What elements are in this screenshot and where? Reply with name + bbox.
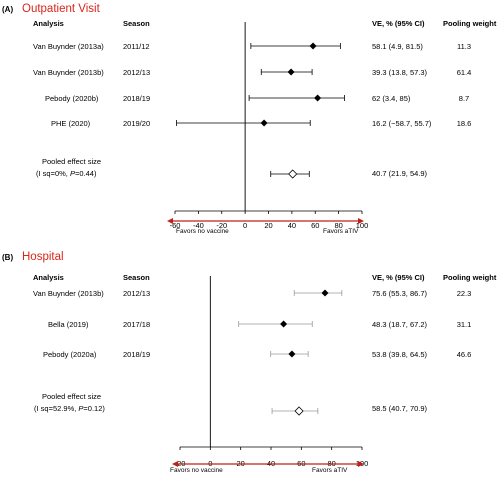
panel-a-arrowhead-left bbox=[167, 218, 173, 224]
panel-a-row-3-weight: 8.7 bbox=[459, 94, 469, 103]
panel-a-tick-label: -20 bbox=[216, 221, 227, 230]
panel-b-header-season: Season bbox=[123, 273, 150, 282]
panel-a-row-3-season: 2018/19 bbox=[123, 94, 150, 103]
panel-b-row-3-analysis: Pebody (2020a) bbox=[43, 350, 97, 359]
panel-b-pooled-label-2: (I sq=52.9%, P=0.12) bbox=[34, 404, 105, 413]
panel-b-favors-left: Favors no vaccine bbox=[170, 467, 223, 474]
panel-b-row-1-analysis: Van Buynder (2013b) bbox=[33, 289, 104, 298]
panel-b-point-estimate bbox=[280, 320, 288, 328]
panel-a-point-estimate bbox=[287, 68, 295, 76]
panel-a-row-1-ve: 58.1 (4.9, 81.5) bbox=[372, 42, 423, 51]
panel-a-row-2-weight: 61.4 bbox=[457, 68, 472, 77]
panel-a-row-4-season: 2019/20 bbox=[123, 119, 150, 128]
panel-b-point-estimate bbox=[321, 289, 329, 297]
panel-a-header-weight: Pooling weight bbox=[443, 19, 497, 28]
panel-a-point-estimate bbox=[260, 119, 268, 127]
panel-a-title: Outpatient Visit bbox=[22, 3, 101, 15]
panel-a-tick-label: 100 bbox=[356, 221, 369, 230]
panel-b-row-1-season: 2012/13 bbox=[123, 289, 150, 298]
panel-a-pooled-diamond bbox=[288, 169, 298, 179]
panel-a-favors-left: Favors no vaccine bbox=[176, 228, 229, 235]
panel-a-row-4-analysis: PHE (2020) bbox=[51, 119, 91, 128]
panel-a-point-estimate bbox=[309, 42, 317, 50]
panel-a-header-analysis: Analysis bbox=[33, 19, 64, 28]
panel-b-row-2-ve: 48.3 (18.7, 67.2) bbox=[372, 320, 428, 329]
panel-a-tick-label: 80 bbox=[334, 221, 342, 230]
panel-a-point-estimate bbox=[314, 94, 322, 102]
panel-a-tick-label: -60 bbox=[170, 221, 181, 230]
panel-b-header-ve: VE, % (95% CI) bbox=[372, 273, 425, 282]
panel-b-arrowhead-right bbox=[358, 461, 364, 467]
panel-b-row-1-ve: 75.6 (55.3, 86.7) bbox=[372, 289, 428, 298]
panel-b-pooled-ve: 58.5 (40.7, 70.9) bbox=[372, 404, 428, 413]
panel-a-tick-label: 40 bbox=[288, 221, 296, 230]
panel-b-row-2-analysis: Bella (2019) bbox=[48, 320, 89, 329]
panel-a-row-3-analysis: Pebody (2020b) bbox=[45, 94, 99, 103]
panel-a-row-1-weight: 11.3 bbox=[457, 42, 471, 51]
panel-b-row-3-season: 2018/19 bbox=[123, 350, 150, 359]
panel-b-header-analysis: Analysis bbox=[33, 273, 64, 282]
panel-a-row-1-season: 2011/12 bbox=[123, 42, 150, 51]
panel-a-row-2-season: 2012/13 bbox=[123, 68, 150, 77]
panel-b-pooled-diamond bbox=[294, 406, 304, 416]
panel-a-letter: (A) bbox=[2, 5, 13, 14]
panel-b: (B) Hospital Analysis Season VE, % (95% … bbox=[2, 251, 497, 474]
panel-b-row-2-weight: 31.1 bbox=[457, 320, 472, 329]
panel-a-tick-label: 20 bbox=[264, 221, 272, 230]
panel-b-favors-right: Favors aTIV bbox=[312, 467, 348, 474]
panel-b-title: Hospital bbox=[22, 251, 64, 263]
panel-a-row-4-weight: 18.6 bbox=[457, 119, 472, 128]
panel-a-pooled-ve: 40.7 (21.9, 54.9) bbox=[372, 169, 428, 178]
panel-a-pooled-label-2: (I sq=0%, P=0.44) bbox=[36, 169, 97, 178]
panel-a-tick-label: 0 bbox=[243, 221, 247, 230]
panel-a-plot-area: -60 -40 -20 0 20 40 60 80 100 bbox=[167, 22, 368, 230]
panel-b-letter: (B) bbox=[2, 253, 13, 262]
panel-a-arrowhead-right bbox=[358, 218, 364, 224]
panel-b-row-2-season: 2017/18 bbox=[123, 320, 150, 329]
panel-a-row-4-ve: 16.2 (−58.7, 55.7) bbox=[372, 119, 432, 128]
panel-a-pooled-label-1: Pooled effect size bbox=[42, 157, 101, 166]
panel-a-favors-right: Favors aTIV bbox=[323, 228, 359, 235]
panel-b-arrowhead-left bbox=[172, 461, 178, 467]
panel-a-row-2-analysis: Van Buynder (2013b) bbox=[33, 68, 104, 77]
panel-b-row-1-weight: 22.3 bbox=[457, 289, 472, 298]
panel-b-pooled-label-1: Pooled effect size bbox=[42, 392, 101, 401]
panel-a: (A) Outpatient Visit Analysis Season VE,… bbox=[2, 3, 497, 235]
panel-a-tick-label: 60 bbox=[311, 221, 319, 230]
panel-b-point-estimate bbox=[288, 350, 296, 358]
panel-a-row-3-ve: 62 (3.4, 85) bbox=[372, 94, 411, 103]
panel-a-header-ve: VE, % (95% CI) bbox=[372, 19, 425, 28]
panel-a-header-season: Season bbox=[123, 19, 150, 28]
panel-b-row-3-weight: 46.6 bbox=[457, 350, 472, 359]
panel-b-row-3-ve: 53.8 (39.8, 64.5) bbox=[372, 350, 428, 359]
panel-a-tick-label: -40 bbox=[193, 221, 204, 230]
panel-b-header-weight: Pooling weight bbox=[443, 273, 497, 282]
panel-a-row-1-analysis: Van Buynder (2013a) bbox=[33, 42, 104, 51]
panel-a-row-2-ve: 39.3 (13.8, 57.3) bbox=[372, 68, 428, 77]
